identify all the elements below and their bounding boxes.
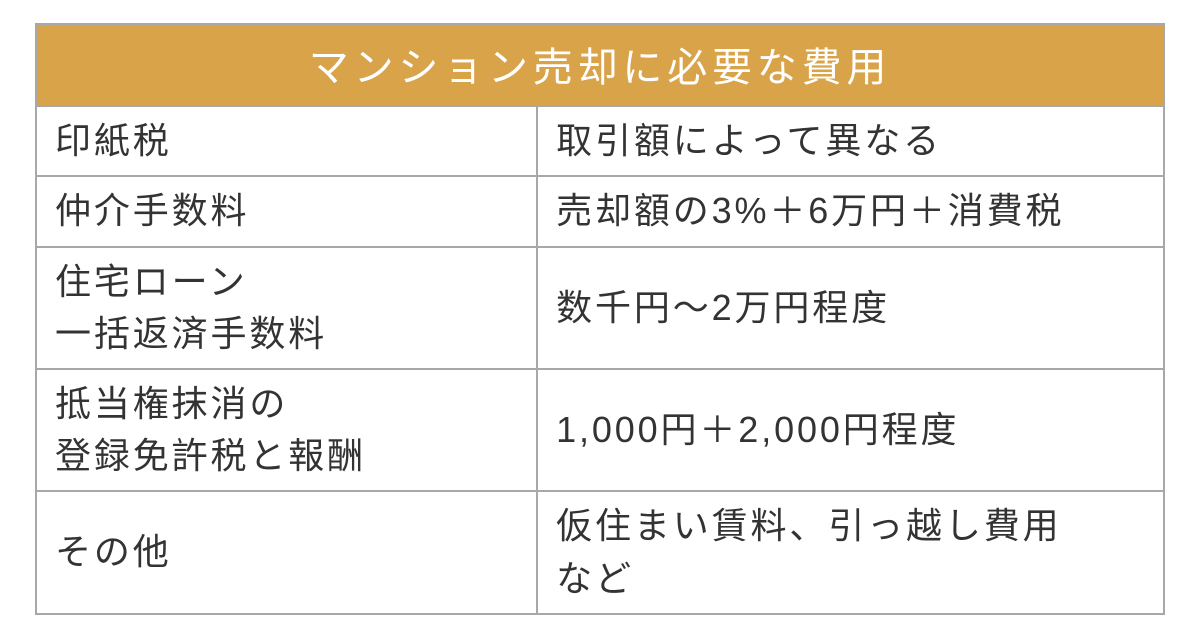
row-label: 抵当権抹消の 登録免許税と報酬 — [37, 370, 538, 490]
table-row: 印紙税 取引額によって異なる — [37, 105, 1163, 175]
row-label-line: その他 — [55, 526, 518, 578]
row-value-line: 仮住まい賃料、引っ越し費用 — [556, 500, 1145, 552]
costs-table: マンション売却に必要な費用 印紙税 取引額によって異なる 仲介手数料 売却額の3… — [35, 23, 1165, 615]
row-label-line: 抵当権抹消の — [55, 378, 518, 430]
row-value: 取引額によって異なる — [538, 107, 1163, 175]
row-label: 印紙税 — [37, 107, 538, 175]
table-row: その他 仮住まい賃料、引っ越し費用 など — [37, 490, 1163, 612]
row-label-line: 住宅ローン — [55, 256, 518, 308]
table-title: マンション売却に必要な費用 — [37, 25, 1163, 105]
row-value-line: 取引額によって異なる — [556, 115, 1145, 167]
row-value: 数千円～2万円程度 — [538, 248, 1163, 368]
table-row: 抵当権抹消の 登録免許税と報酬 1,000円＋2,000円程度 — [37, 368, 1163, 490]
row-label: その他 — [37, 492, 538, 612]
row-value: 仮住まい賃料、引っ越し費用 など — [538, 492, 1163, 612]
row-label-line: 一括返済手数料 — [55, 308, 518, 360]
row-value-line: 売却額の3%＋6万円＋消費税 — [556, 185, 1145, 237]
row-label-line: 仲介手数料 — [55, 185, 518, 237]
row-value-line: など — [556, 553, 1145, 605]
row-label-line: 印紙税 — [55, 115, 518, 167]
row-value-line: 数千円～2万円程度 — [556, 282, 1145, 334]
row-value: 1,000円＋2,000円程度 — [538, 370, 1163, 490]
table-row: 住宅ローン 一括返済手数料 数千円～2万円程度 — [37, 246, 1163, 368]
table-row: 仲介手数料 売却額の3%＋6万円＋消費税 — [37, 175, 1163, 245]
row-value: 売却額の3%＋6万円＋消費税 — [538, 177, 1163, 245]
row-value-line: 1,000円＋2,000円程度 — [556, 404, 1145, 456]
row-label: 住宅ローン 一括返済手数料 — [37, 248, 538, 368]
row-label-line: 登録免許税と報酬 — [55, 430, 518, 482]
row-label: 仲介手数料 — [37, 177, 538, 245]
